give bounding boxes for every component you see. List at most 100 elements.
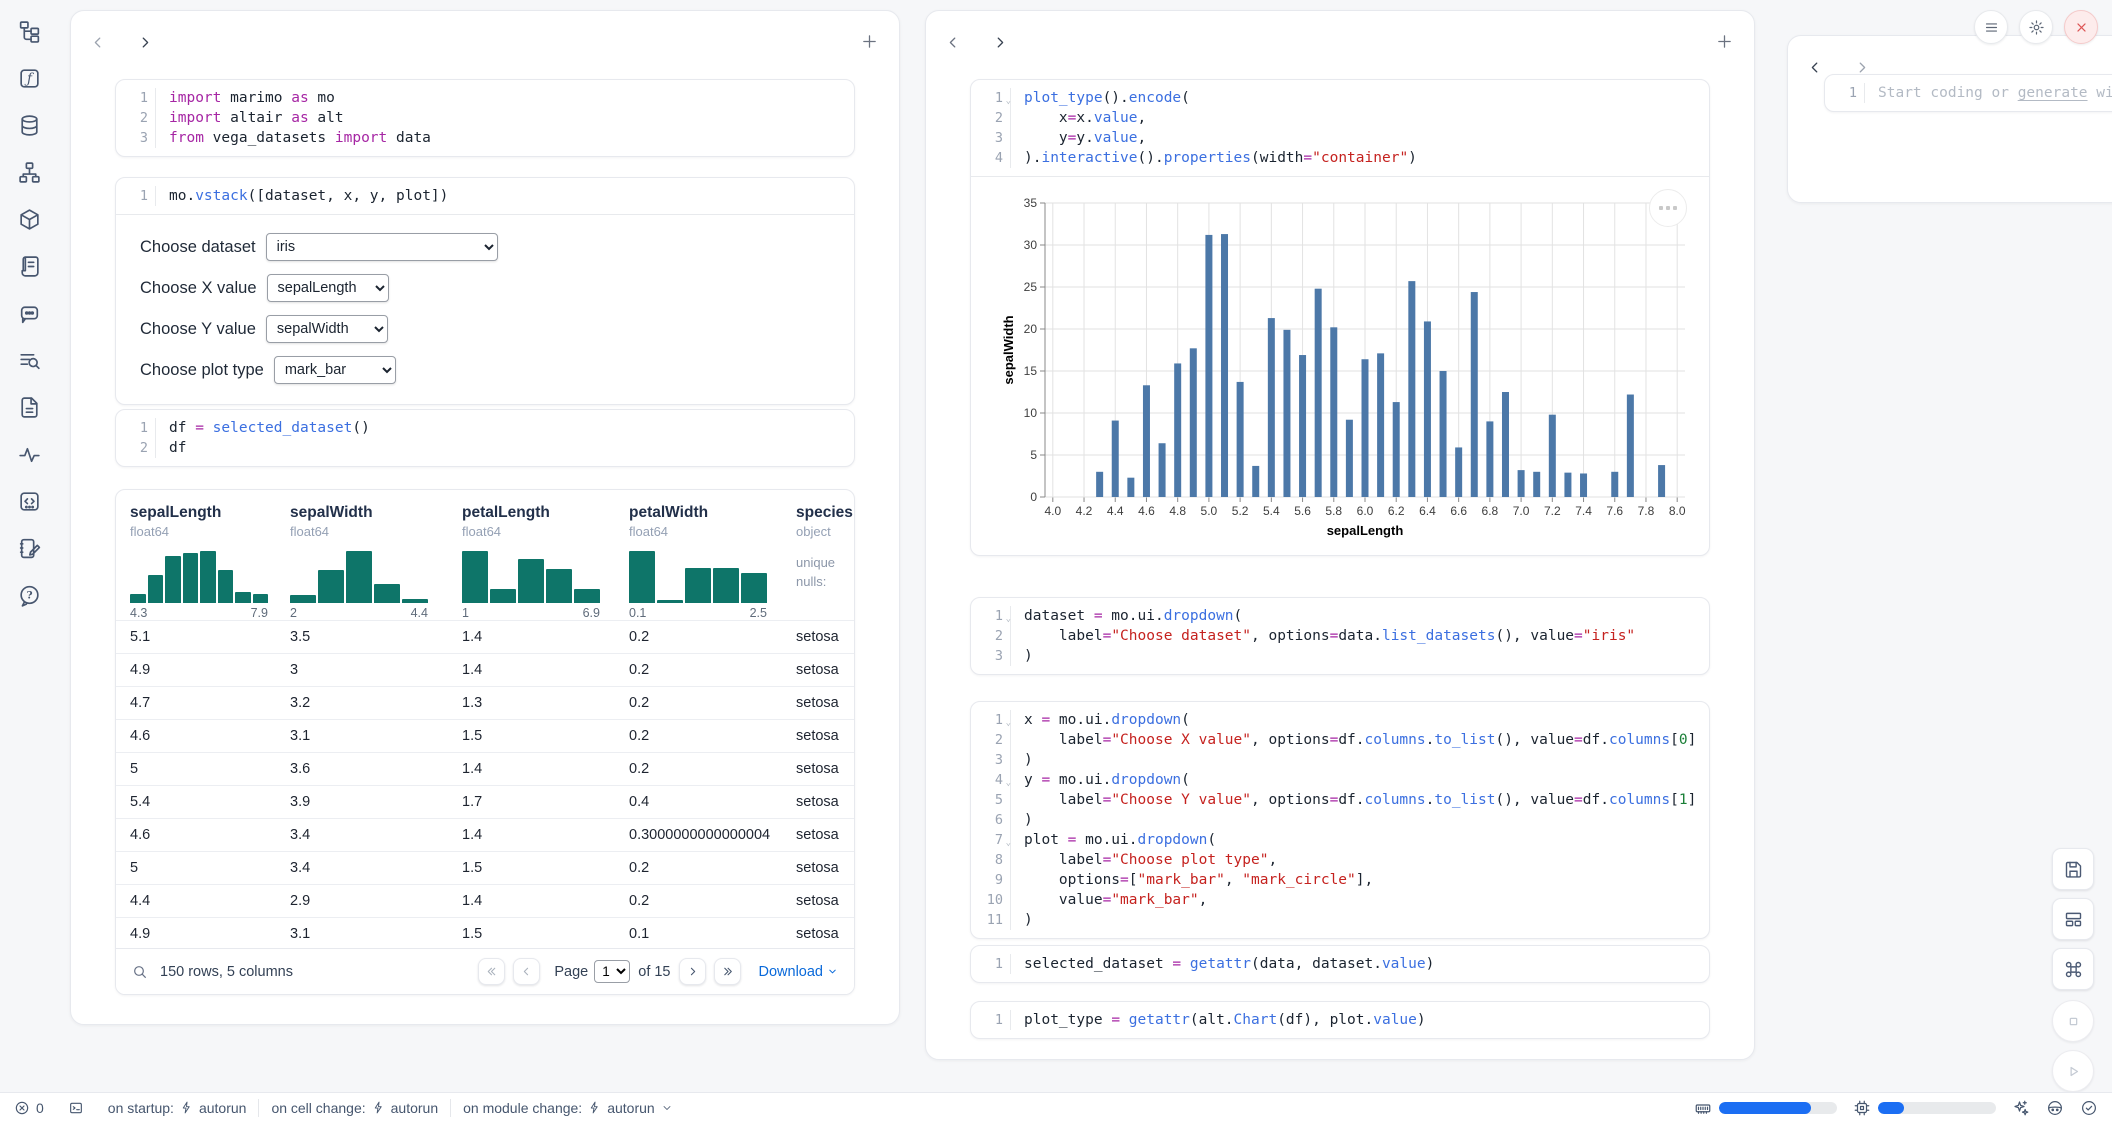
chevron-right-icon[interactable] — [133, 31, 155, 53]
save-button[interactable] — [2052, 848, 2094, 890]
run-button[interactable] — [2052, 1050, 2094, 1092]
file-explorer-icon[interactable] — [9, 14, 49, 48]
code-cell-plot[interactable]: 1⌄plot_type().encode(2 x=x.value,3 y=y.v… — [970, 79, 1710, 556]
search-icon[interactable] — [132, 964, 160, 980]
code-placeholder[interactable]: Start coding or generate with AI — [1865, 83, 2112, 103]
runtime-config-1[interactable]: on startup:autorun — [96, 1093, 259, 1122]
chart-options-button[interactable] — [1649, 189, 1687, 227]
outline-search-icon[interactable] — [9, 343, 49, 377]
add-cell-button[interactable] — [1712, 29, 1736, 53]
code-line[interactable]: 3 y=y.value, — [971, 128, 1709, 148]
code-line[interactable]: 2import altair as alt — [116, 108, 854, 128]
keyboard-shortcuts-button[interactable] — [2052, 948, 2094, 990]
datasources-icon[interactable] — [9, 108, 49, 142]
dependency-graph-icon[interactable] — [9, 155, 49, 189]
table-row[interactable]: 5.43.91.70.4setosa — [116, 785, 854, 818]
error-indicator[interactable]: 0 — [14, 1093, 56, 1122]
column-header[interactable]: speciesobjectuniquenulls: — [782, 504, 854, 620]
code-line[interactable]: 4).interactive().properties(width="conta… — [971, 148, 1709, 168]
code-line[interactable]: 1⌄plot_type().encode( — [971, 88, 1709, 108]
connection-status-icon[interactable] — [2080, 1099, 2098, 1117]
code-line[interactable]: 3) — [971, 646, 1709, 666]
code-line[interactable]: 6) — [971, 810, 1709, 830]
code-line[interactable]: 1selected_dataset = getattr(data, datase… — [971, 954, 1709, 974]
code-cell-plot-type[interactable]: 1plot_type = getattr(alt.Chart(df), plot… — [970, 1001, 1710, 1039]
table-row[interactable]: 4.63.11.50.2setosa — [116, 719, 854, 752]
code-line[interactable]: 4⌄y = mo.ui.dropdown( — [971, 770, 1709, 790]
code-cell-imports[interactable]: 1import marimo as mo2import altair as al… — [115, 79, 855, 157]
page-select[interactable]: 1 — [594, 960, 630, 983]
code-cell-selected-dataset[interactable]: 1selected_dataset = getattr(data, datase… — [970, 945, 1710, 983]
stop-button[interactable] — [2052, 1000, 2094, 1042]
tracing-icon[interactable] — [9, 437, 49, 471]
code-line[interactable]: 9 options=["mark_bar", "mark_circle"], — [971, 870, 1709, 890]
chevron-left-icon[interactable] — [942, 31, 964, 53]
code-line[interactable]: 7⌄plot = mo.ui.dropdown( — [971, 830, 1709, 850]
table-body[interactable]: sepalLengthfloat644.37.9sepalWidthfloat6… — [116, 490, 854, 950]
code-line[interactable]: 11) — [971, 910, 1709, 930]
code-line[interactable]: 3) — [971, 750, 1709, 770]
chevron-left-icon[interactable] — [87, 31, 109, 53]
last-page-button[interactable] — [714, 958, 741, 985]
code-line[interactable]: 1import marimo as mo — [116, 88, 854, 108]
code-line[interactable]: 1⌄dataset = mo.ui.dropdown( — [971, 606, 1709, 626]
documentation-icon[interactable] — [9, 390, 49, 424]
previous-page-button[interactable] — [513, 958, 540, 985]
logs-icon[interactable] — [9, 249, 49, 283]
table-row[interactable]: 5.13.51.40.2setosa — [116, 620, 854, 653]
next-page-button[interactable] — [679, 958, 706, 985]
close-button[interactable] — [2064, 10, 2098, 44]
memory-usage[interactable] — [1694, 1099, 1837, 1117]
ai-assistant-button[interactable] — [2012, 1099, 2030, 1117]
download-button[interactable]: Download — [759, 964, 839, 980]
runtime-config-3[interactable]: on module change:autorun — [451, 1093, 685, 1122]
cpu-usage[interactable] — [1853, 1099, 1996, 1117]
functions-icon[interactable]: ƒ — [9, 61, 49, 95]
table-row[interactable]: 53.61.40.2setosa — [116, 752, 854, 785]
chevron-right-icon[interactable] — [988, 31, 1010, 53]
code-line[interactable]: 3from vega_datasets import data — [116, 128, 854, 148]
dropdown-choose-x-value[interactable]: sepalLength — [267, 274, 389, 302]
chevron-left-icon[interactable] — [1804, 56, 1826, 78]
table-row[interactable]: 4.73.21.30.2setosa — [116, 686, 854, 719]
table-row[interactable]: 53.41.50.2setosa — [116, 851, 854, 884]
column-header[interactable]: petalWidthfloat640.12.5 — [615, 504, 782, 620]
code-line[interactable]: 5 label="Choose Y value", options=df.col… — [971, 790, 1709, 810]
bar-chart[interactable]: 4.04.24.44.64.85.05.25.45.65.86.06.26.46… — [1001, 191, 1691, 543]
code-line[interactable]: 2df — [116, 438, 854, 458]
runtime-config-2[interactable]: on cell change:autorun — [259, 1093, 450, 1122]
code-line[interactable]: 1⌄x = mo.ui.dropdown( — [971, 710, 1709, 730]
column-header[interactable]: petalLengthfloat6416.9 — [448, 504, 615, 620]
code-cell-dataset-dropdown[interactable]: 1⌄dataset = mo.ui.dropdown(2 label="Choo… — [970, 597, 1710, 675]
ai-chat-icon[interactable] — [9, 296, 49, 330]
settings-button[interactable] — [2019, 10, 2053, 44]
dropdown-choose-dataset[interactable]: iris — [266, 233, 498, 261]
code-line[interactable]: 1plot_type = getattr(alt.Chart(df), plot… — [971, 1010, 1709, 1030]
copilot-button[interactable] — [2046, 1099, 2064, 1117]
code-line[interactable]: 2 label="Choose dataset", options=data.l… — [971, 626, 1709, 646]
table-row[interactable]: 4.93.11.50.1setosa — [116, 917, 854, 950]
add-cell-button[interactable] — [857, 29, 881, 53]
table-row[interactable]: 4.63.41.40.3000000000000004setosa — [116, 818, 854, 851]
help-icon[interactable]: ? — [9, 578, 49, 612]
empty-code-cell[interactable]: 1 Start coding or generate with AI — [1824, 74, 2112, 112]
code-line[interactable]: 1df = selected_dataset() — [116, 418, 854, 438]
menu-button[interactable] — [1974, 10, 2008, 44]
scratchpad-icon[interactable] — [9, 531, 49, 565]
column-header[interactable]: sepalWidthfloat6424.4 — [276, 504, 448, 620]
layout-button[interactable] — [2052, 898, 2094, 940]
code-line[interactable]: 10 value="mark_bar", — [971, 890, 1709, 910]
code-cell-vstack[interactable]: 1mo.vstack([dataset, x, y, plot]) Choose… — [115, 177, 855, 405]
code-cell-df[interactable]: 1df = selected_dataset()2df — [115, 409, 855, 467]
code-cell-xyplot-dropdowns[interactable]: 1⌄x = mo.ui.dropdown(2 label="Choose X v… — [970, 701, 1710, 939]
terminal-button[interactable] — [56, 1093, 96, 1122]
code-line[interactable]: 2 x=x.value, — [971, 108, 1709, 128]
code-line[interactable]: 1mo.vstack([dataset, x, y, plot]) — [116, 186, 854, 206]
code-line[interactable]: 8 label="Choose plot type", — [971, 850, 1709, 870]
dropdown-choose-plot-type[interactable]: mark_bar — [274, 356, 396, 384]
packages-icon[interactable] — [9, 202, 49, 236]
snippets-icon[interactable] — [9, 484, 49, 518]
first-page-button[interactable] — [478, 958, 505, 985]
code-line[interactable]: 2 label="Choose X value", options=df.col… — [971, 730, 1709, 750]
table-row[interactable]: 4.931.40.2setosa — [116, 653, 854, 686]
